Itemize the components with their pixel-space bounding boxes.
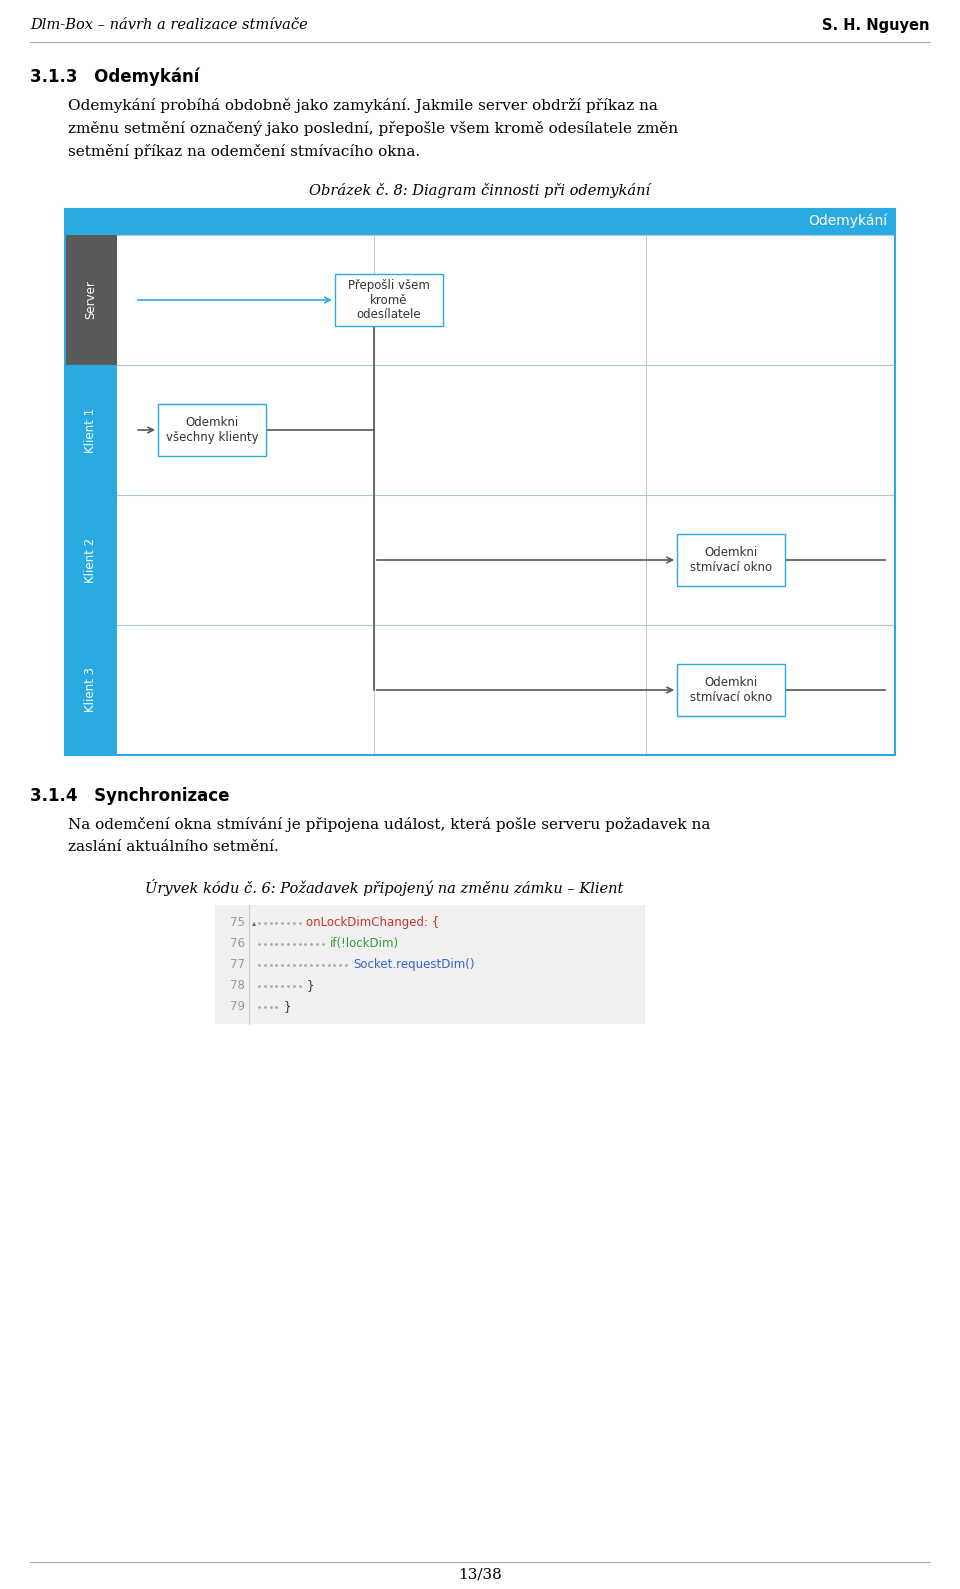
Bar [677,534,785,586]
Bar [215,906,645,1023]
Text: změnu setmění označený jako poslední, přepošle všem kromě odesílatele změn: změnu setmění označený jako poslední, př… [68,121,678,137]
Bar [65,210,895,235]
Text: 76: 76 [230,938,245,950]
Text: ▴: ▴ [252,918,256,926]
Bar [65,496,895,624]
Text: Odemykání probíhá obdobně jako zamykání. Jakmile server obdrží příkaz na: Odemykání probíhá obdobně jako zamykání.… [68,99,658,113]
Bar [65,624,117,755]
Text: S. H. Nguyen: S. H. Nguyen [823,17,930,33]
Bar [65,235,895,365]
Bar [65,210,895,755]
Text: 77: 77 [230,958,245,971]
Bar [65,365,117,496]
Text: 75: 75 [230,915,245,930]
Bar [65,624,895,755]
Text: Obrázek č. 8: Diagram činnosti při odemykání: Obrázek č. 8: Diagram činnosti při odemy… [309,183,651,199]
Text: }: } [306,979,314,992]
Text: 3.1.4 Synchronizace: 3.1.4 Synchronizace [30,787,229,806]
Text: }: } [283,999,291,1014]
Text: Dlm-Box – návrh a realizace stmívače: Dlm-Box – návrh a realizace stmívače [30,17,308,32]
Text: 13/38: 13/38 [458,1568,502,1583]
Text: Klient 1: Klient 1 [84,407,98,453]
Text: Odemkni
stmívací okno: Odemkni stmívací okno [690,675,772,704]
Text: 78: 78 [230,979,245,992]
Bar [65,235,117,365]
Text: Na odemčení okna stmívání je připojena událost, která pošle serveru požadavek n: Na odemčení okna stmívání je připojena … [68,817,710,833]
Text: Odemkni
všechny klienty: Odemkni všechny klienty [166,416,258,443]
Bar [158,404,266,456]
Bar [677,664,785,717]
Text: onLockDimChanged: {: onLockDimChanged: { [306,915,440,930]
Text: if(!lockDim): if(!lockDim) [329,938,398,950]
Bar [335,273,443,326]
Text: Server: Server [84,281,98,319]
Text: Klient 3: Klient 3 [84,667,98,712]
Text: zaslání aktuálního setmění.: zaslání aktuálního setmění. [68,841,278,853]
Text: Odemykání: Odemykání [808,215,887,229]
Text: Úryvek kódu č. 6: Požadavek připojený na změnu zámku – Klient: Úryvek kódu č. 6: Požadavek připojený na… [145,879,623,896]
Text: Klient 2: Klient 2 [84,537,98,583]
Bar [65,365,895,496]
Text: 79: 79 [230,999,245,1014]
Text: Odemkni
stmívací okno: Odemkni stmívací okno [690,547,772,574]
Bar [65,210,895,755]
Bar [65,496,117,624]
Text: Přepošli všem
kromě
odesílatele: Přepošli všem kromě odesílatele [348,278,430,321]
Text: setmění příkaz na odemčení stmívacího okna.: setmění příkaz na odemčení stmívacího o… [68,145,420,159]
Text: 3.1.3 Odemykání: 3.1.3 Odemykání [30,68,200,86]
Text: Socket.requestDim(): Socket.requestDim() [353,958,474,971]
